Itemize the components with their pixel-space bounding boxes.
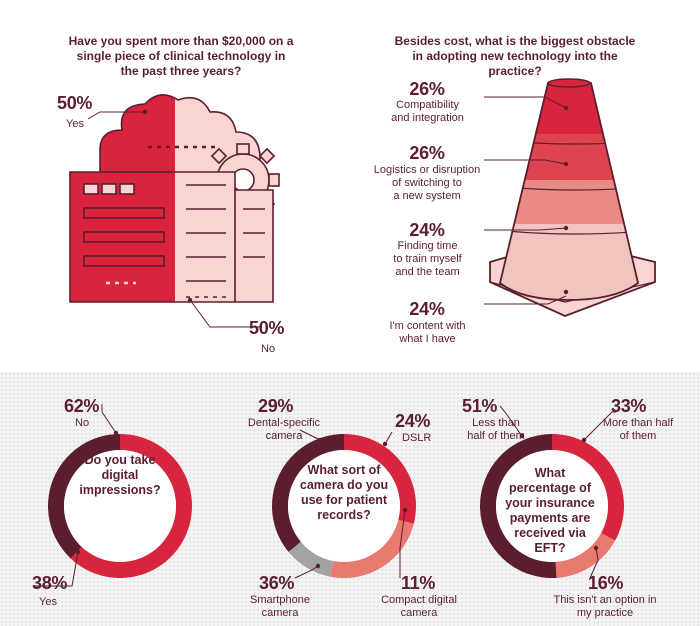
camera-dslr-label: DSLR [402,432,432,444]
obstacle-3-line-2: to train myself [393,253,462,265]
camera-compact-percent: 11% [401,573,436,593]
obstacle-1-line-2: and integration [391,112,464,124]
donut-leader-3-3 [294,565,319,579]
obstacle-3-percent: 24% [409,220,445,240]
obstacle-2-label: Logistics or disruption of switching to … [362,164,492,203]
obstacle-1-percent: 26% [409,79,445,99]
donut-leader-3-2 [399,509,406,578]
server-rack-icon [69,171,274,303]
donut-leader-3-0 [299,429,321,441]
donut-leader-dot-4-2 [519,433,525,439]
obstacle-2-line-2: of switching to [392,177,462,189]
donut-leader-dot-4-1 [593,545,599,551]
impressions-no-percent: 62% [64,396,100,416]
spend-no-label: No [261,343,276,355]
camera-dental-label: Dental-specific camera [247,417,321,442]
donut-slice-4-1 [555,532,616,578]
obstacle-2-line-1: Logistics or disruption [373,164,481,176]
donut-leader-dot-3-2 [402,507,408,513]
eft-question: What percentage of your insurance paymen… [505,466,595,555]
eft-less-percent: 51% [462,396,498,416]
spend-question-text: Have you spent more than $20,000 on a si… [68,34,294,78]
donut-leader-4-2 [499,405,523,437]
donut-leader-dot-4-0 [581,437,587,443]
donut-leader-4-0 [583,411,616,441]
obstacle-4-label: I'm content with what I have [370,320,485,346]
spend-yes-percent: 50% [57,93,93,113]
eft-more-label: More than half of them [602,417,674,442]
donut-leader-2-1 [35,551,79,587]
obstacle-1-line-1: Compatibility [396,99,459,111]
obstacle-3-line-3: and the team [395,266,460,278]
camera-question: What sort of camera do you use for patie… [299,463,389,522]
eft-less-label: Less than half of them [467,417,525,442]
donut-leader-3-1 [384,431,393,445]
obstacle-3-line-1: Finding time [397,240,458,252]
impressions-yes-percent: 38% [32,573,68,593]
traffic-cone-chart [484,78,656,317]
donut-slice-3-0 [344,434,416,524]
camera-smartphone-label: Smartphone camera [250,594,310,619]
camera-compact-label: Compact digital camera [381,594,457,619]
spend-question: Have you spent more than $20,000 on a si… [68,34,294,79]
donut-leader-dot-3-3 [315,563,321,569]
eft-none-percent: 16% [588,573,624,593]
donut-hole-3 [288,450,400,562]
donut-slice-4-0 [552,434,624,541]
obstacle-4-line-2: what I have [399,333,456,345]
building-cloud-illustration [69,94,280,328]
obstacle-4-percent: 24% [409,299,445,319]
eft-more-percent: 33% [611,396,647,416]
spend-yes-label: Yes [66,118,84,130]
donut-hole-2 [64,450,176,562]
donut-slice-3-1 [330,519,414,578]
obstacle-3-label: Finding time to train myself and the tea… [370,240,485,279]
cone-band-4 [500,224,638,300]
donut-hole-4 [496,450,608,562]
donut-slice-3-3 [271,434,344,552]
donut-leader-dot-2-1 [75,549,81,555]
camera-smartphone-percent: 36% [259,573,295,593]
obstacle-2-line-3: a new system [393,190,461,202]
donut-slice-2-0 [70,434,192,578]
donut-leader-2-0 [101,404,117,434]
yes-leader-line [87,111,145,120]
donut-leader-dot-3-0 [317,437,323,443]
donut-leader-dot-3-1 [382,441,388,447]
camera-dslr-percent: 24% [395,411,431,431]
obstacle-question-text: Besides cost, what is the biggest obstac… [394,34,636,78]
impressions-yes-label: Yes [39,596,57,608]
obstacle-2-percent: 26% [409,143,445,163]
no-leader-line [189,299,262,328]
spend-no-percent: 50% [249,318,285,338]
eft-none-label: This isn't an option in my practice [553,594,657,619]
obstacle-question: Besides cost, what is the biggest obstac… [390,34,640,79]
donut-slice-4-2 [480,434,557,578]
donut-leader-dot-2-0 [113,430,119,436]
impressions-question: Do you take digital impressions? [79,453,161,497]
obstacle-1-label: Compatibility and integration [370,99,485,125]
impressions-no-label: No [75,417,90,429]
obstacle-4-line-1: I'm content with [389,320,466,332]
donut-leader-4-1 [589,547,599,579]
camera-dental-percent: 29% [258,396,294,416]
donut-slice-2-1 [47,434,121,559]
donut-slice-3-2 [288,541,334,577]
